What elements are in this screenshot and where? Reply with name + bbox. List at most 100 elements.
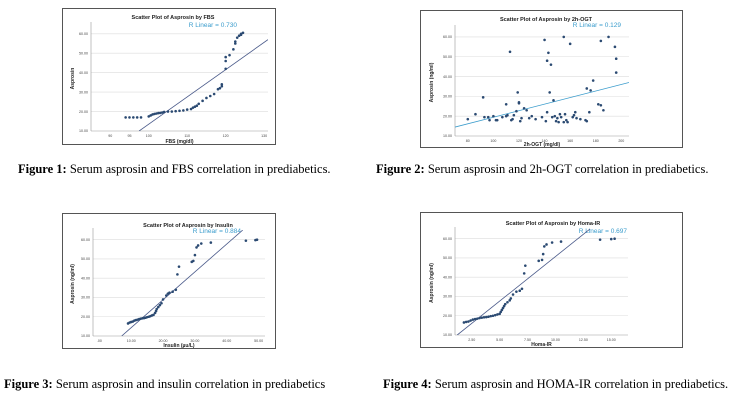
data-point xyxy=(522,106,526,110)
data-point xyxy=(522,272,526,275)
data-point xyxy=(517,101,521,104)
y-tick-label: 20.00 xyxy=(443,114,452,118)
y-tick-label: 50.00 xyxy=(443,256,452,260)
data-point xyxy=(544,119,548,123)
chart-2h-ogt: 10.00 20.00 30.00 40.00 50.00 60.00 80 100 120 14… xyxy=(429,17,629,148)
data-point xyxy=(573,110,577,114)
data-point xyxy=(598,238,602,241)
y-tick-label: 20.00 xyxy=(81,315,90,319)
data-point xyxy=(542,245,546,248)
data-point xyxy=(516,91,519,94)
chart-homa-ir: 10.00 20.00 30.00 40.00 50.00 60.00 2.50 5.00 7.… xyxy=(429,221,628,348)
x-tick-label: 7.50 xyxy=(524,338,531,342)
figure-3-label: Figure 3: xyxy=(4,377,53,391)
data-point xyxy=(193,253,197,257)
data-point xyxy=(552,99,555,102)
chart-title: Scatter Plot of Asprosin by FBS xyxy=(132,15,215,21)
data-point xyxy=(155,112,158,115)
data-point xyxy=(596,102,600,106)
data-point xyxy=(197,102,201,106)
data-point xyxy=(192,259,195,263)
data-point xyxy=(189,107,193,111)
data-point xyxy=(168,291,171,294)
data-point xyxy=(525,108,528,112)
figure-4-label: Figure 4: xyxy=(383,377,432,391)
chart-panel-insulin: 10.00 20.00 30.00 40.00 50.00 60.00 .00 10.00 20… xyxy=(62,213,276,349)
x-tick-label: 100 xyxy=(490,139,496,143)
x-tick-label: 90 xyxy=(108,134,112,138)
x-tick-label: 2.50 xyxy=(468,338,475,342)
data-point xyxy=(548,91,551,94)
data-point xyxy=(481,96,485,99)
x-tick-label: 5.00 xyxy=(496,338,503,342)
y-axis-label: Asprosin (ng/ml) xyxy=(429,263,435,303)
figure-4-text: Serum asprosin and HOMA-IR correlation i… xyxy=(431,377,729,391)
data-point xyxy=(508,50,512,54)
y-tick-label: 40.00 xyxy=(443,75,452,79)
data-point xyxy=(152,313,155,317)
data-point xyxy=(585,119,589,123)
figure-2-text: Serum asprosin and 2h-OGT correlation in… xyxy=(424,162,709,176)
data-point xyxy=(467,320,470,323)
y-tick-label: 20.00 xyxy=(79,110,88,114)
data-point xyxy=(216,87,220,91)
data-point xyxy=(233,42,237,45)
chart-title: Scatter Plot of Asprosin by Homa-IR xyxy=(506,221,601,227)
x-tick-label: 180 xyxy=(593,139,599,143)
chart-title: Scatter Plot of Asprosin by Insulin xyxy=(143,223,233,229)
y-tick-label: 10.00 xyxy=(81,334,90,338)
data-point xyxy=(464,320,468,324)
data-point xyxy=(466,117,470,121)
data-point xyxy=(474,112,477,116)
data-point xyxy=(492,114,495,118)
data-point xyxy=(489,314,493,318)
x-tick-label: 140 xyxy=(542,139,548,143)
y-tick-label: 10.00 xyxy=(443,333,452,337)
y-tick-label: 50.00 xyxy=(443,55,452,59)
chart-insulin: 10.00 20.00 30.00 40.00 50.00 60.00 .00 10.00 20… xyxy=(70,223,265,349)
data-point xyxy=(530,114,534,118)
x-tick-label: 200 xyxy=(618,139,624,143)
data-point xyxy=(553,114,557,118)
figure-3-text: Serum asprosin and insulin correlation i… xyxy=(52,377,326,391)
y-tick-label: 50.00 xyxy=(79,51,88,55)
data-point xyxy=(614,71,618,74)
data-point xyxy=(158,111,162,115)
data-point xyxy=(614,57,618,61)
data-point xyxy=(158,303,162,307)
data-point xyxy=(565,118,568,122)
data-point xyxy=(224,59,227,63)
data-point xyxy=(241,31,245,35)
data-point xyxy=(515,109,518,113)
data-point xyxy=(178,109,181,113)
data-point xyxy=(232,48,235,51)
data-point xyxy=(473,317,477,321)
data-point xyxy=(503,302,507,306)
data-point xyxy=(212,92,216,96)
figure-4-caption: Figure 4: Serum asprosin and HOMA-IR cor… xyxy=(383,377,728,392)
data-point xyxy=(613,237,616,241)
data-point xyxy=(599,39,603,43)
x-tick-label: 160 xyxy=(567,139,573,143)
data-point xyxy=(579,117,582,121)
data-point xyxy=(255,238,259,242)
fit-line xyxy=(455,82,629,128)
y-tick-label: 30.00 xyxy=(81,296,90,300)
data-point xyxy=(506,300,509,304)
r-linear-label: R Linear = 0.730 xyxy=(189,22,238,29)
x-tick-label: 100 xyxy=(146,134,152,138)
data-point xyxy=(156,305,160,309)
data-point xyxy=(556,116,559,120)
data-point xyxy=(613,45,617,49)
data-point xyxy=(509,297,513,300)
data-point xyxy=(498,312,501,316)
data-point xyxy=(153,112,156,116)
data-point xyxy=(139,116,143,119)
data-point xyxy=(508,299,511,302)
data-point xyxy=(185,108,189,111)
x-tick-label: .00 xyxy=(97,339,102,343)
data-point xyxy=(585,87,589,90)
data-point xyxy=(545,110,549,114)
data-point xyxy=(201,99,204,103)
data-point xyxy=(557,120,560,124)
